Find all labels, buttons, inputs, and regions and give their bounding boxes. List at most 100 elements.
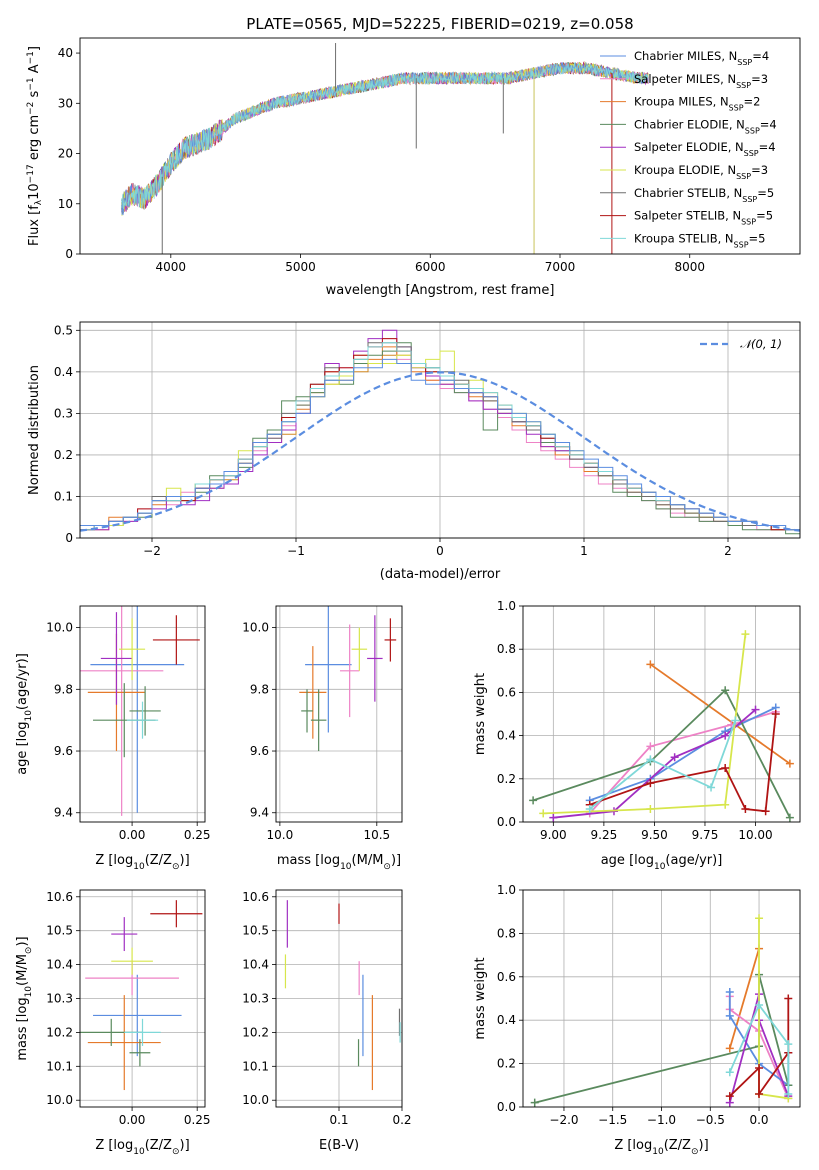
z-mass-ylabel-part: (M/M <box>15 954 30 986</box>
z-weight-axes-plot <box>530 914 793 1107</box>
z-age-xlabel: Z [log10(Z/Z⊙)] <box>95 853 189 872</box>
z-mass-ylabel-part: mass [log <box>15 997 30 1060</box>
y-tick-label: 40 <box>58 46 73 60</box>
z-mass-axes: 0.00 0.25 10.0 10.1 10.2 10.3 10.4 10.5 10.6 Z [l… <box>15 889 211 1157</box>
weight-marker <box>646 779 655 788</box>
z-age-axes-plot <box>80 606 200 816</box>
legend-label: Kroupa STELIB, NSSP=5 <box>634 231 765 249</box>
mass-age-xlabel-part: 10 <box>340 862 352 872</box>
gaussian-curve <box>80 371 800 532</box>
weight-marker <box>784 994 793 1003</box>
legend-gaussian-label: 𝒩(0, 1) <box>740 337 782 351</box>
legend-label-tail: =5 <box>756 209 773 223</box>
x-tick-label: 9.50 <box>641 828 668 842</box>
spectrum-title: PLATE=0565, MJD=52225, FIBERID=0219, z=0… <box>246 15 633 33</box>
y-tick-label: 30 <box>58 96 73 110</box>
y-tick-label: 10.6 <box>242 890 269 904</box>
legend-label-sub: SSP <box>729 103 744 112</box>
weight-line <box>728 1003 790 1094</box>
x-tick-label: 8000 <box>674 260 705 274</box>
mass-age-xlabel: mass [log10(M/M⊙)] <box>277 853 401 872</box>
spectrum-ylabel-part: −1 <box>26 51 36 64</box>
legend-label-sub: SSP <box>745 126 760 135</box>
x-tick-label: −1 <box>287 544 305 558</box>
age-weight-xlabel-part: age [log <box>601 853 654 868</box>
z-age-xlabel-part: Z [log <box>95 853 133 868</box>
z-weight-xlabel: Z [log10(Z/Z⊙)] <box>614 1138 708 1157</box>
legend-label-tail: =4 <box>759 140 776 154</box>
z-weight-xlabel-part: )] <box>699 1138 709 1153</box>
legend-label-tail: =3 <box>751 163 768 177</box>
legend-label-main: Chabrier ELODIE, N <box>634 117 745 131</box>
legend-label-main: Salpeter STELIB, N <box>634 209 741 223</box>
weight-marker <box>721 800 730 809</box>
y-tick-label: 9.4 <box>54 806 73 820</box>
y-tick-label: 10.2 <box>46 1025 73 1039</box>
z-age-ylabel-part: (age/yr)] <box>15 653 30 710</box>
y-tick-label: 9.4 <box>250 806 269 820</box>
weight-line <box>589 710 776 815</box>
x-tick-label: 0 <box>436 544 444 558</box>
x-tick-label: 0.25 <box>184 828 211 842</box>
x-tick-label: 10.0 <box>267 828 294 842</box>
x-tick-label: −2.0 <box>549 1113 578 1127</box>
age-weight-xlabel-part: (age/yr)] <box>665 853 722 868</box>
y-tick-label: 1.0 <box>497 883 516 897</box>
weight-marker <box>751 705 760 714</box>
spectrum-ylabel: Flux [fλ10−17 erg cm−2 s−1 A−1] <box>26 46 44 246</box>
weight-marker <box>785 759 794 768</box>
y-tick-label: 0.8 <box>497 926 516 940</box>
z-mass-xlabel-part: 10 <box>133 1147 145 1157</box>
z-age-ylabel: age [log10(age/yr)] <box>15 653 34 775</box>
x-tick-label: 0.00 <box>119 828 146 842</box>
ebv-mass-xlabel: E(B-V) <box>319 1138 359 1153</box>
weight-marker <box>784 1040 793 1049</box>
y-tick-label: 0.0 <box>497 1100 516 1114</box>
age-weight-xlabel-part: 10 <box>654 862 666 872</box>
z-mass-ylabel-part: )] <box>15 936 30 946</box>
legend-label-tail: =2 <box>744 95 761 109</box>
legend-label: Chabrier STELIB, NSSP=5 <box>634 186 774 204</box>
x-tick-label: 2 <box>724 544 732 558</box>
x-tick-label: 6000 <box>415 260 446 274</box>
z-weight-xlabel-part: (Z/Z <box>664 1138 691 1153</box>
weight-marker <box>721 731 730 740</box>
spectrum-axes-plot <box>121 43 649 254</box>
histogram-xlabel: (data-model)/error <box>380 567 501 582</box>
y-tick-label: 10.5 <box>46 924 73 938</box>
x-tick-label: 10.00 <box>738 828 772 842</box>
spectrum-series-8 <box>121 62 649 210</box>
spectrum-ylabel-part: −1 <box>26 77 36 90</box>
weight-marker <box>784 1089 793 1098</box>
y-tick-label: 0.4 <box>497 1013 516 1027</box>
z-weight-xlabel-part: 10 <box>652 1147 664 1157</box>
mass-age-xlabel-part: )] <box>391 853 401 868</box>
weight-marker <box>539 809 548 818</box>
y-tick-label: 0.6 <box>497 970 516 984</box>
legend-label-tail: =5 <box>749 231 766 245</box>
mass-age-axes: 10.0 10.5 9.4 9.6 9.8 10.0 mass [log10(M/M⊙)] <box>242 605 403 872</box>
y-tick-label: 10.0 <box>242 621 269 635</box>
y-tick-label: 0.6 <box>497 685 516 699</box>
weight-marker <box>529 796 538 805</box>
y-tick-label: 0.4 <box>497 729 516 743</box>
x-tick-label: 4000 <box>156 260 187 274</box>
mass-age-xlabel-part: ⊙ <box>383 862 391 872</box>
spectrum-ylabel-part: −17 <box>26 164 36 183</box>
legend-label: Chabrier ELODIE, NSSP=4 <box>634 117 777 135</box>
legend-label: Kroupa ELODIE, NSSP=3 <box>634 163 768 181</box>
weight-marker <box>755 914 764 923</box>
y-tick-label: 10.3 <box>242 992 269 1006</box>
legend-label-sub: SSP <box>742 194 757 203</box>
y-tick-label: 0 <box>65 247 73 261</box>
legend-label-tail: =4 <box>752 49 769 63</box>
z-mass-xlabel-part: Z [log <box>95 1138 133 1153</box>
z-weight-xlabel-part: Z [log <box>614 1138 652 1153</box>
weight-marker <box>785 813 794 822</box>
y-tick-label: 10.1 <box>242 1059 269 1073</box>
panels: 4000 5000 6000 7000 8000010203040wavelength … <box>15 37 801 1157</box>
x-tick-label: −1.5 <box>598 1113 627 1127</box>
z-mass-ylabel: mass [log10(M/M⊙)] <box>15 936 34 1060</box>
legend-label: Salpeter STELIB, NSSP=5 <box>634 209 773 227</box>
weight-marker <box>646 742 655 751</box>
